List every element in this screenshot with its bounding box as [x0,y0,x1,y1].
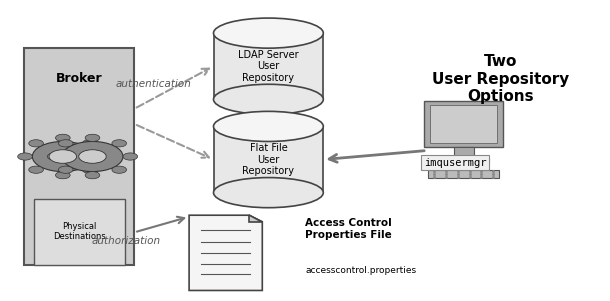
Bar [454,147,473,158]
Polygon shape [214,33,323,99]
Circle shape [85,134,100,141]
Circle shape [82,166,97,173]
Polygon shape [189,215,262,290]
Circle shape [112,166,126,173]
Circle shape [62,141,123,172]
Circle shape [59,166,73,173]
Circle shape [32,141,93,172]
Circle shape [93,153,108,160]
FancyBboxPatch shape [430,105,497,143]
Circle shape [48,153,62,160]
Circle shape [79,150,106,163]
Polygon shape [249,215,262,222]
Bar [438,158,489,164]
Circle shape [56,172,70,179]
Circle shape [18,153,32,160]
Circle shape [123,153,138,160]
FancyBboxPatch shape [424,101,503,147]
Bar [428,170,499,178]
Polygon shape [214,126,323,193]
Text: Two
User Repository
Options: Two User Repository Options [432,54,569,104]
Text: Flat File
User
Repository: Flat File User Repository [242,143,295,176]
Ellipse shape [214,178,323,208]
Text: authentication: authentication [116,79,192,89]
Text: imqusermgr: imqusermgr [424,157,486,168]
Circle shape [29,140,43,147]
Text: Broker: Broker [56,72,102,85]
Text: Access Control
Properties File: Access Control Properties File [305,218,392,240]
Text: Physical
Destinations: Physical Destinations [53,222,106,241]
Text: accesscontrol.properties: accesscontrol.properties [305,266,416,275]
Circle shape [49,150,77,163]
FancyBboxPatch shape [34,199,125,265]
Circle shape [85,172,100,179]
Ellipse shape [214,84,323,114]
Circle shape [82,140,97,147]
Circle shape [59,140,73,147]
Text: LDAP Server
User
Repository: LDAP Server User Repository [238,50,299,83]
Text: authorization: authorization [92,236,160,246]
FancyBboxPatch shape [24,48,134,265]
Ellipse shape [214,111,323,141]
Circle shape [29,166,43,173]
Circle shape [56,134,70,141]
Circle shape [112,140,126,147]
Ellipse shape [214,18,323,48]
